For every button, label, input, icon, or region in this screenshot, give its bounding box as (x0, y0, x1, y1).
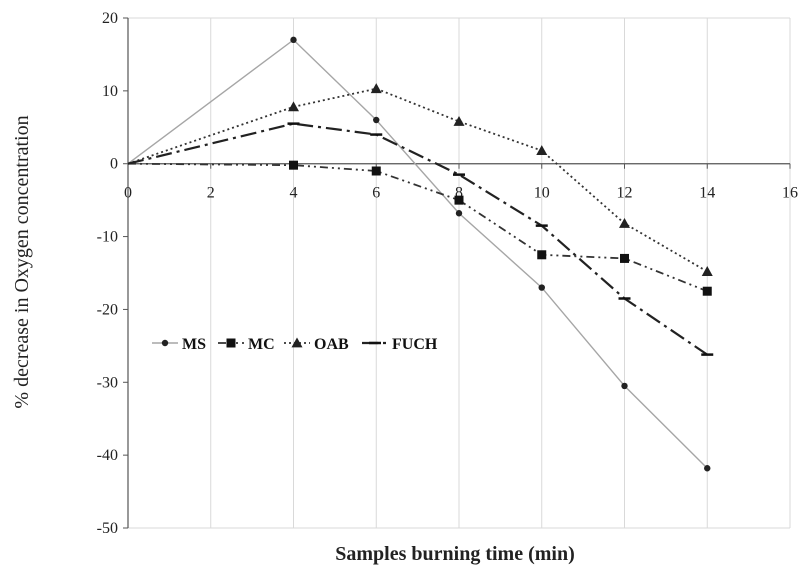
tick-labels: 0 2 4 6 8 10 12 14 16 20 10 0 -10 -20 -30 -40 -50 (97, 10, 798, 537)
x-axis-label: Samples burning time (min) (335, 543, 574, 565)
x-tick-label: 8 (455, 185, 463, 202)
data-point-ms (704, 465, 711, 472)
chart-series (127, 36, 714, 472)
data-point-ms (290, 36, 297, 44)
y-tick-label: 20 (102, 10, 118, 27)
legend-label-mc: MC (248, 336, 275, 353)
data-point-ms (538, 284, 545, 291)
data-point-mc (620, 253, 629, 263)
data-point-mc (371, 166, 381, 176)
data-point-oab (536, 145, 548, 155)
x-tick-label: 6 (372, 185, 380, 202)
chart-legend: MS MC OAB FUCH (152, 336, 438, 353)
y-axis-label: % decrease in Oxygen concentration (11, 115, 33, 408)
legend-label-ms: MS (182, 336, 206, 353)
x-tick-label: 2 (207, 185, 215, 202)
series-line-fuch (127, 122, 708, 356)
x-tick-label: 0 (124, 185, 132, 202)
data-point-oab (453, 115, 465, 126)
x-tick-label: 14 (699, 185, 715, 202)
legend-marker-ms (161, 339, 169, 347)
data-point-oab (619, 217, 630, 228)
y-tick-label: -40 (97, 447, 118, 464)
series-line-oab (127, 87, 708, 273)
y-tick-label: -10 (97, 229, 118, 246)
data-point-ms (621, 382, 628, 390)
y-tick-label: -20 (97, 301, 118, 318)
y-tick-label: 0 (110, 156, 118, 173)
data-point-mc (702, 286, 712, 296)
y-tick-label: -30 (97, 374, 118, 391)
data-point-mc (289, 160, 298, 170)
data-point-oab (370, 83, 382, 94)
legend-label-fuch: FUCH (392, 336, 438, 353)
data-point-oab (288, 101, 299, 112)
legend-marker-mc (226, 338, 236, 348)
legend-label-oab: OAB (314, 336, 349, 353)
data-point-ms (455, 210, 463, 217)
x-tick-label: 16 (782, 185, 798, 202)
data-point-mc (454, 195, 464, 205)
legend-marker-oab (291, 337, 303, 348)
y-tick-label: -50 (97, 520, 118, 537)
y-tick-label: 10 (102, 83, 118, 100)
x-tick-label: 12 (617, 185, 633, 202)
chart-axes (123, 17, 791, 529)
data-point-ms (373, 116, 380, 124)
x-tick-label: 10 (534, 185, 550, 202)
data-point-mc (537, 250, 547, 260)
x-tick-label: 4 (290, 185, 298, 202)
data-point-oab (701, 266, 713, 276)
